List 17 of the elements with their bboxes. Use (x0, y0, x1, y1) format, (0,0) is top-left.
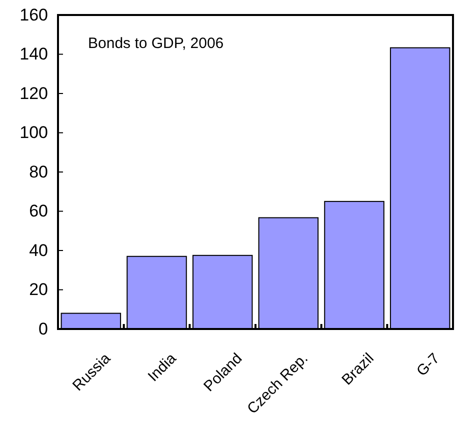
y-tick-label: 40 (29, 240, 48, 260)
y-tick-label: 120 (20, 84, 48, 103)
y-tick-label: 60 (29, 202, 48, 221)
y-tick-label: 160 (20, 5, 48, 24)
bar (324, 200, 384, 330)
y-tick-label: 0 (38, 319, 48, 338)
y-tick-label: 140 (20, 44, 48, 64)
bar (258, 217, 319, 330)
x-tick-label: G-7 (413, 350, 444, 380)
y-tick-label: 20 (29, 280, 48, 300)
bar (60, 312, 122, 330)
y-tick-label: 100 (20, 123, 48, 142)
bar (192, 254, 253, 330)
bar (390, 47, 450, 330)
bar (126, 256, 187, 330)
y-tick-label: 80 (29, 162, 48, 182)
text: Bonds to GDP, 2006 (88, 35, 224, 52)
